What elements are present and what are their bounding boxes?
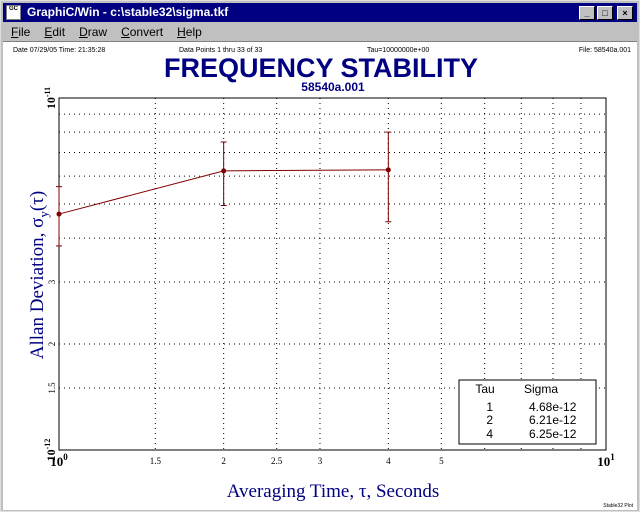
x-tick-label-4: 3: [318, 456, 323, 466]
table-row-3-tau: 4: [486, 427, 493, 441]
close-button[interactable]: ×: [617, 6, 633, 20]
window-title: GraphiC/Win - c:\stable32\sigma.tkf: [27, 5, 229, 19]
menu-draw-label: raw: [87, 25, 108, 39]
plot-frame: [58, 97, 607, 451]
data-point-3: [385, 167, 391, 173]
frequency-stability-plot: Date 07/29/05 Time: 21:35:28 Data Points…: [13, 47, 634, 509]
menu-convert-mnemonic: C: [121, 25, 130, 39]
x-tick-label-7: 101: [597, 452, 615, 469]
table-row-2-tau: 2: [486, 413, 493, 427]
grid-lines: [59, 98, 606, 450]
menu-bar: File Edit Draw Convert Help: [3, 23, 637, 41]
x-tick-label-6: 5: [439, 456, 444, 466]
y-tick-label-2: 2: [47, 342, 57, 347]
table-row-1-sigma: 4.68e-12: [529, 400, 577, 414]
header-file: File: 58540a.001: [579, 47, 631, 54]
app-icon[interactable]: GC: [6, 5, 21, 20]
y-axis-label: Allan Deviation, σy(τ): [27, 191, 51, 359]
menu-help-label: elp: [185, 25, 202, 39]
y-tick-exponent-4: -11: [43, 87, 52, 97]
y-tick-label-4: 10-11: [43, 87, 58, 109]
table-row-1-tau: 1: [486, 400, 493, 414]
x-tick-exponent-7: 1: [610, 452, 615, 462]
menu-edit-mnemonic: E: [44, 25, 53, 39]
y-tick-label-3: 3: [47, 279, 57, 284]
header-date: Date 07/29/05 Time: 21:35:28: [13, 47, 105, 54]
plot-canvas[interactable]: Date 07/29/05 Time: 21:35:28 Data Points…: [3, 41, 637, 510]
menu-edit[interactable]: Edit: [36, 23, 71, 41]
y-tick-exponent-0: -12: [43, 439, 52, 450]
title-bar[interactable]: GC GraphiC/Win - c:\stable32\sigma.tkf _…: [3, 3, 637, 22]
y-tick-label-1: 1.5: [47, 382, 57, 394]
data-point-2: [221, 168, 227, 174]
menu-file[interactable]: File: [3, 23, 36, 41]
x-tick-labels: 100 1.5 2 2.5 3 4 5 101: [50, 452, 615, 469]
menu-draw[interactable]: Draw: [71, 23, 113, 41]
table-header-tau: Tau: [475, 382, 494, 396]
x-tick-exponent-0: 0: [63, 452, 68, 462]
x-tick-label-5: 4: [386, 456, 391, 466]
menu-edit-label: dit: [52, 25, 66, 39]
header-tau: Tau=10000000e+00: [367, 47, 429, 54]
menu-file-label: ile: [18, 25, 31, 39]
x-tick-label-3: 2.5: [271, 456, 283, 466]
data-points: [56, 167, 391, 217]
window-controls: _ □ ×: [579, 6, 633, 20]
footer-label: Stable32 Plot: [603, 503, 633, 509]
error-bars: [56, 131, 392, 247]
header-points: Data Points 1 thru 33 of 33: [179, 47, 262, 54]
menu-help[interactable]: Help: [169, 23, 208, 41]
y-tick-label-0: 10-12: [43, 439, 58, 462]
results-table-box: [458, 379, 597, 445]
y-axis-label-tail: (τ): [27, 191, 48, 211]
table-row-3-sigma: 6.25e-12: [529, 427, 577, 441]
menu-draw-mnemonic: D: [79, 25, 88, 39]
menu-convert-label: onvert: [129, 25, 164, 39]
x-tick-label-1: 1.5: [150, 456, 162, 466]
data-point-1: [56, 211, 62, 217]
table-header-sigma: Sigma: [524, 382, 558, 396]
results-table: Tau Sigma 1 4.68e-12 2 6.21e-12 4 6.25e-…: [458, 379, 597, 445]
menu-help-mnemonic: H: [177, 25, 186, 39]
x-tick-label-2: 2: [221, 456, 226, 466]
x-axis-label: Averaging Time, τ, Seconds: [227, 481, 440, 502]
chart-subtitle: 58540a.001: [301, 80, 365, 94]
y-axis-label-subscript: y: [36, 211, 51, 218]
maximize-button[interactable]: □: [597, 6, 613, 20]
minimize-button[interactable]: _: [579, 6, 595, 20]
menu-convert[interactable]: Convert: [113, 23, 169, 41]
table-row-2-sigma: 6.21e-12: [529, 413, 577, 427]
chart-title: FREQUENCY STABILITY: [164, 53, 478, 83]
menu-file-mnemonic: F: [11, 25, 19, 39]
y-axis-label-main: Allan Deviation, σ: [27, 218, 48, 360]
